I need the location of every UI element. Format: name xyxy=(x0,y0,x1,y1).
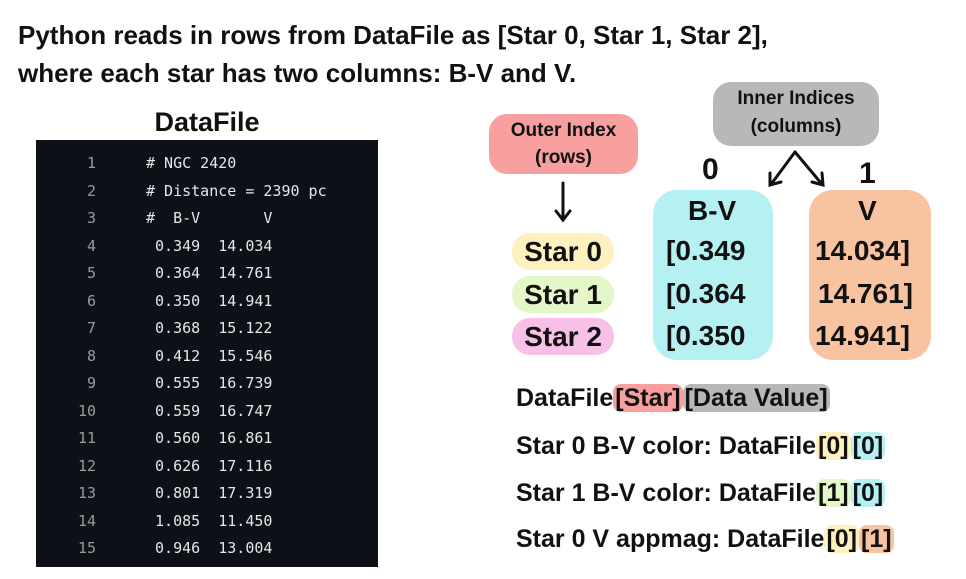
syntax-prefix: DataFile xyxy=(516,384,614,412)
example-1-prefix: Star 0 B-V color: DataFile xyxy=(516,432,817,460)
line-number: 5 xyxy=(86,264,96,282)
syntax-example-2: Star 1 B-V color: DataFile[1] [0] xyxy=(516,479,886,508)
bv-column-header: B-V xyxy=(688,195,737,226)
code-row: 1 # NGC 2420 xyxy=(36,150,378,177)
inner-indices-subtitle: (columns) xyxy=(750,116,842,137)
line-text: 0.412 15.546 xyxy=(146,346,273,365)
line-text: # Distance = 2390 pc xyxy=(146,181,327,200)
line-text: 0.349 14.034 xyxy=(146,236,273,255)
line-text: 0.350 14.941 xyxy=(146,291,273,310)
code-row: 4 0.349 14.034 xyxy=(36,233,378,260)
star-2-v: 14.941] xyxy=(815,320,910,351)
example-3-star-index: [0] xyxy=(824,525,859,553)
line-number: 8 xyxy=(86,346,96,365)
star-0-bv: [0.349 xyxy=(666,235,746,266)
star-1-v: 14.761] xyxy=(818,278,913,309)
column-index-0: 0 xyxy=(702,153,719,186)
heading-line-1: Python reads in rows from DataFile as [S… xyxy=(18,20,768,50)
code-row: 3 # B-V V xyxy=(36,205,378,232)
code-row: 12 0.626 17.116 xyxy=(36,453,378,480)
code-row: 13 0.801 17.319 xyxy=(36,480,378,507)
line-text: 0.555 16.739 xyxy=(146,374,273,392)
line-text: 0.801 17.319 xyxy=(146,484,273,502)
inner-indices-title: Inner Indices xyxy=(737,88,855,109)
syntax-data-index: [Data Value] xyxy=(682,384,830,412)
outer-index-label: Outer Index (rows) xyxy=(489,114,638,174)
line-number: 10 xyxy=(77,401,96,420)
example-1-star-index: [0] xyxy=(816,432,851,460)
star-1-bv: [0.364 xyxy=(666,278,746,309)
inner-arrow-left-icon xyxy=(770,150,797,185)
bv-column xyxy=(653,190,773,360)
line-text: # B-V V xyxy=(146,209,273,227)
outer-index-subtitle: (rows) xyxy=(535,147,592,168)
line-text: 0.560 16.861 xyxy=(146,429,273,447)
line-text: 0.364 14.761 xyxy=(146,264,273,282)
line-number: 13 xyxy=(77,484,96,502)
line-number: 11 xyxy=(77,429,96,447)
line-number: 7 xyxy=(86,319,96,337)
example-2-prefix: Star 1 B-V color: DataFile xyxy=(516,479,817,507)
line-number: 6 xyxy=(86,291,96,310)
inner-indices-label: Inner Indices (columns) xyxy=(713,82,879,146)
line-text: 0.368 15.122 xyxy=(146,319,273,337)
example-3-prefix: Star 0 V appmag: DataFile xyxy=(516,525,825,553)
code-row: 2 # Distance = 2390 pc xyxy=(36,178,378,205)
syntax-generic: DataFile[Star] [Data Value] xyxy=(516,384,830,413)
code-row: 14 1.085 11.450 xyxy=(36,508,378,535)
code-row: 7 0.368 15.122 xyxy=(36,315,378,342)
line-number: 14 xyxy=(77,511,96,530)
line-number: 3 xyxy=(86,209,96,227)
example-2-column-index: [0] xyxy=(850,479,886,507)
line-text: 1.085 11.450 xyxy=(146,511,273,530)
star-0-v: 14.034] xyxy=(815,235,910,266)
line-text: 0.946 13.004 xyxy=(146,539,273,557)
outer-index-title: Outer Index xyxy=(510,120,617,141)
code-row: 15 0.946 13.004 xyxy=(36,535,378,562)
star-0-label: Star 0 xyxy=(512,233,614,270)
line-number: 15 xyxy=(77,539,96,557)
code-row: 9 0.555 16.739 xyxy=(36,370,378,397)
column-index-1: 1 xyxy=(859,157,876,190)
star-2-bv: [0.350 xyxy=(666,320,746,351)
heading-line-2: where each star has two columns: B-V and… xyxy=(18,58,577,88)
example-2-star-index: [1] xyxy=(816,479,851,507)
star-2-label: Star 2 xyxy=(512,318,614,355)
outer-arrowhead-icon xyxy=(554,209,572,223)
line-text: 0.626 17.116 xyxy=(146,456,273,475)
line-number: 2 xyxy=(86,181,96,200)
code-row: 8 0.412 15.546 xyxy=(36,343,378,370)
line-number: 9 xyxy=(86,374,96,392)
example-3-column-index: [1] xyxy=(859,525,894,553)
star-1-label: Star 1 xyxy=(512,276,614,313)
syntax-star-index: [Star] xyxy=(613,384,683,412)
code-row: 11 0.560 16.861 xyxy=(36,425,378,452)
v-column-header: V xyxy=(858,195,877,226)
line-text: # NGC 2420 xyxy=(146,154,237,172)
example-1-column-index: [0] xyxy=(850,432,886,460)
line-number: 4 xyxy=(86,236,96,255)
heading: Python reads in rows from DataFile as [S… xyxy=(18,16,958,92)
inner-arrowhead-right-icon xyxy=(810,171,825,188)
line-number: 1 xyxy=(86,154,96,172)
inner-arrow-right-icon xyxy=(793,150,823,185)
line-number: 12 xyxy=(77,456,96,475)
v-column xyxy=(809,190,931,360)
syntax-example-1: Star 0 B-V color: DataFile[0] [0] xyxy=(516,432,886,461)
syntax-example-3: Star 0 V appmag: DataFile[0] [1] xyxy=(516,525,894,554)
datafile-code-panel: 1 # NGC 2420 2 # Distance = 2390 pc 3 # B-V… xyxy=(36,140,378,567)
code-row: 6 0.350 14.941 xyxy=(36,288,378,315)
code-row: 10 0.559 16.747 xyxy=(36,398,378,425)
datafile-title: DataFile xyxy=(154,107,260,137)
inner-arrowhead-left-icon xyxy=(768,171,783,187)
code-row: 5 0.364 14.761 xyxy=(36,260,378,287)
line-text: 0.559 16.747 xyxy=(146,401,273,420)
